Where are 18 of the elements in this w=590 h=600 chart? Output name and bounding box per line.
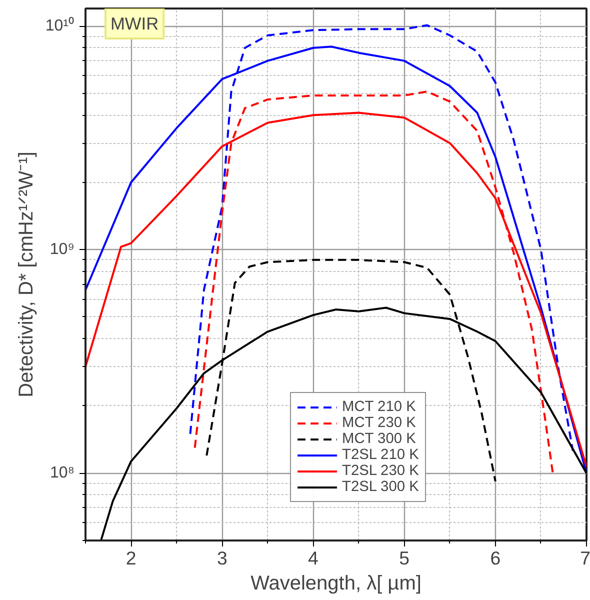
legend-label: T2SL 230 K <box>342 463 419 479</box>
legend-label: MCT 300 K <box>342 431 416 447</box>
x-axis-title: Wavelength, λ[ µm] <box>250 572 422 594</box>
y-axis-title: Detectivity, D* [cmHz¹ᐟ²W⁻¹] <box>15 152 38 398</box>
legend-label: MCT 210 K <box>342 399 416 415</box>
x-tick-label: 7 <box>580 548 590 568</box>
legend-label: T2SL 210 K <box>342 447 419 463</box>
y-tick-label: 10⁸ <box>50 464 74 482</box>
y-tick-label: 10¹⁰ <box>45 16 74 35</box>
annotation: MWIR <box>110 14 159 34</box>
x-tick-label: 2 <box>126 548 136 568</box>
y-tick-label: 10⁹ <box>50 241 75 258</box>
x-tick-label: 4 <box>308 548 318 568</box>
x-tick-label: 6 <box>490 548 501 568</box>
legend-label: MCT 230 K <box>342 415 416 431</box>
x-tick-label: 5 <box>399 548 410 568</box>
legend-label: T2SL 300 K <box>342 479 419 495</box>
x-tick-label: 3 <box>216 548 228 568</box>
